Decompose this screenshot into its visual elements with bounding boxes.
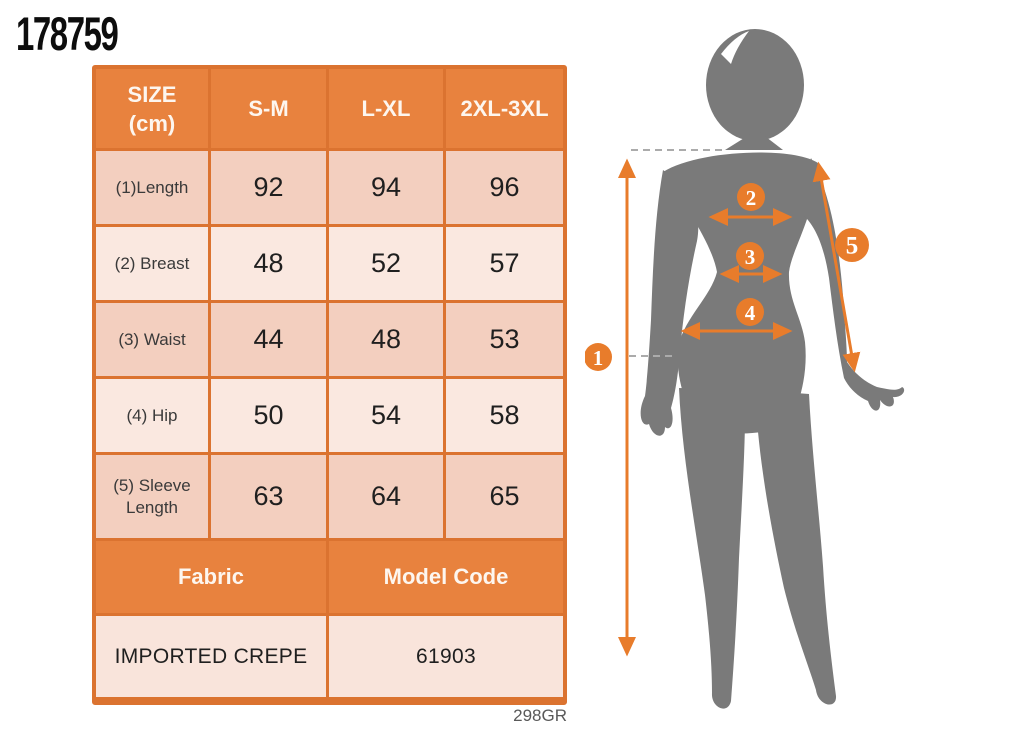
row-waist-label: (3) Waist — [96, 303, 208, 376]
size-column-sm: S-M — [211, 69, 326, 148]
marker-number-3: 3 — [745, 245, 756, 269]
hair-notch — [721, 31, 749, 64]
size-table-header-size: SIZE (cm) — [96, 69, 208, 148]
left-leg-silhouette — [679, 388, 746, 709]
row-hip-value-sm: 50 — [211, 379, 326, 452]
marker-number-4: 4 — [745, 301, 756, 325]
row-breast-value-sm: 48 — [211, 227, 326, 300]
fabric-value: IMPORTED CREPE — [96, 616, 326, 697]
marker-circle-2 — [737, 183, 765, 211]
size-table: SIZE (cm) S-M L-XL 2XL-3XL (1)Length 92 … — [92, 65, 567, 705]
weight-note: 298GR — [513, 706, 567, 725]
marker-circle-1 — [585, 343, 612, 371]
row-sleeve-value-2xl3xl: 65 — [446, 455, 563, 538]
size-column-2xl3xl: 2XL-3XL — [446, 69, 563, 148]
marker-number-2: 2 — [746, 186, 757, 210]
measurement-arrows — [618, 158, 861, 657]
sleeve-arrow-5 — [812, 161, 861, 373]
size-column-lxl: L-XL — [329, 69, 443, 148]
row-breast-value-2xl3xl: 57 — [446, 227, 563, 300]
measurement-figure: 1 2 3 4 5 — [585, 29, 905, 709]
row-waist-value-lxl: 48 — [329, 303, 443, 376]
fabric-header: Fabric — [96, 541, 326, 613]
right-leg-silhouette — [755, 390, 837, 705]
neck-silhouette — [725, 130, 783, 150]
body-silhouette — [640, 29, 905, 709]
head-silhouette — [706, 29, 804, 141]
row-waist-value-2xl3xl: 53 — [446, 303, 563, 376]
row-hip-value-lxl: 54 — [329, 379, 443, 452]
marker-circle-3 — [736, 242, 764, 270]
row-length-value-lxl: 94 — [329, 151, 443, 224]
row-length-label: (1)Length — [96, 151, 208, 224]
marker-circle-4 — [736, 298, 764, 326]
row-length-value-sm: 92 — [211, 151, 326, 224]
row-sleeve-value-lxl: 64 — [329, 455, 443, 538]
size-header-line2: (cm) — [128, 110, 176, 136]
left-arm-silhouette — [640, 170, 699, 436]
model-code-header: Model Code — [329, 541, 563, 613]
row-hip-value-2xl3xl: 58 — [446, 379, 563, 452]
right-arm-silhouette — [797, 158, 905, 411]
marker-number-5: 5 — [846, 233, 859, 260]
size-header-line1: SIZE — [127, 81, 177, 107]
measurement-markers: 1 2 3 4 5 — [585, 183, 869, 371]
row-sleeve-label: (5) Sleeve Length — [96, 455, 208, 538]
product-id: 178759 — [16, 7, 119, 60]
row-breast-value-lxl: 52 — [329, 227, 443, 300]
marker-circle-5 — [835, 228, 869, 262]
row-hip-label: (4) Hip — [96, 379, 208, 452]
row-length-value-2xl3xl: 96 — [446, 151, 563, 224]
row-breast-label: (2) Breast — [96, 227, 208, 300]
model-code-value: 61903 — [329, 616, 563, 697]
marker-number-1: 1 — [593, 346, 604, 370]
row-waist-value-sm: 44 — [211, 303, 326, 376]
row-sleeve-value-sm: 63 — [211, 455, 326, 538]
